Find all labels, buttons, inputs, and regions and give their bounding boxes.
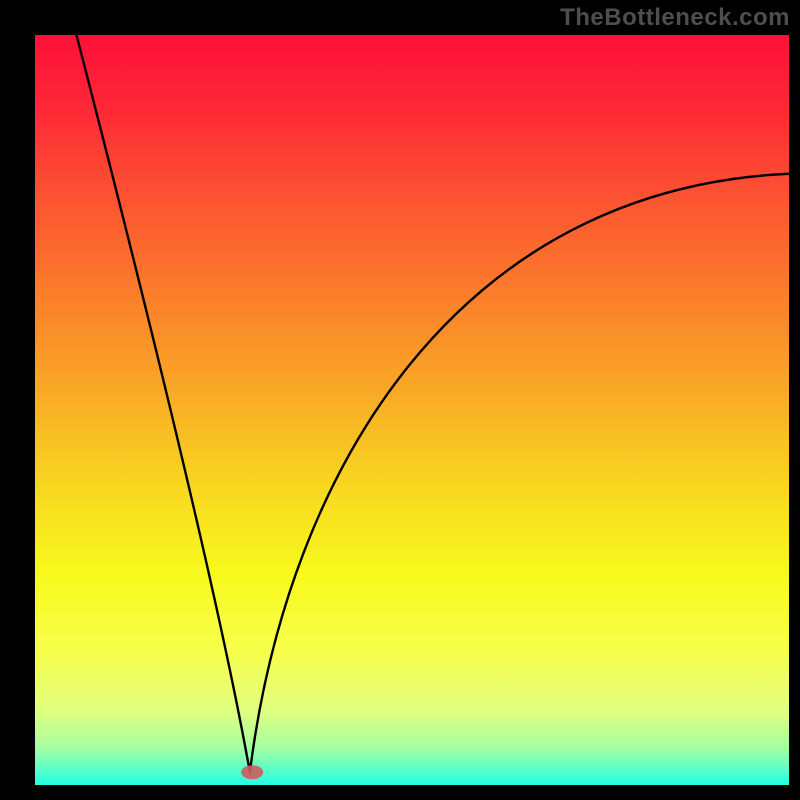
watermark-text: TheBottleneck.com xyxy=(560,4,790,32)
plot-gradient xyxy=(35,35,789,785)
chart-stage: TheBottleneck.com xyxy=(0,0,800,800)
min-marker xyxy=(241,765,263,779)
bottleneck-curve-chart xyxy=(0,0,800,800)
